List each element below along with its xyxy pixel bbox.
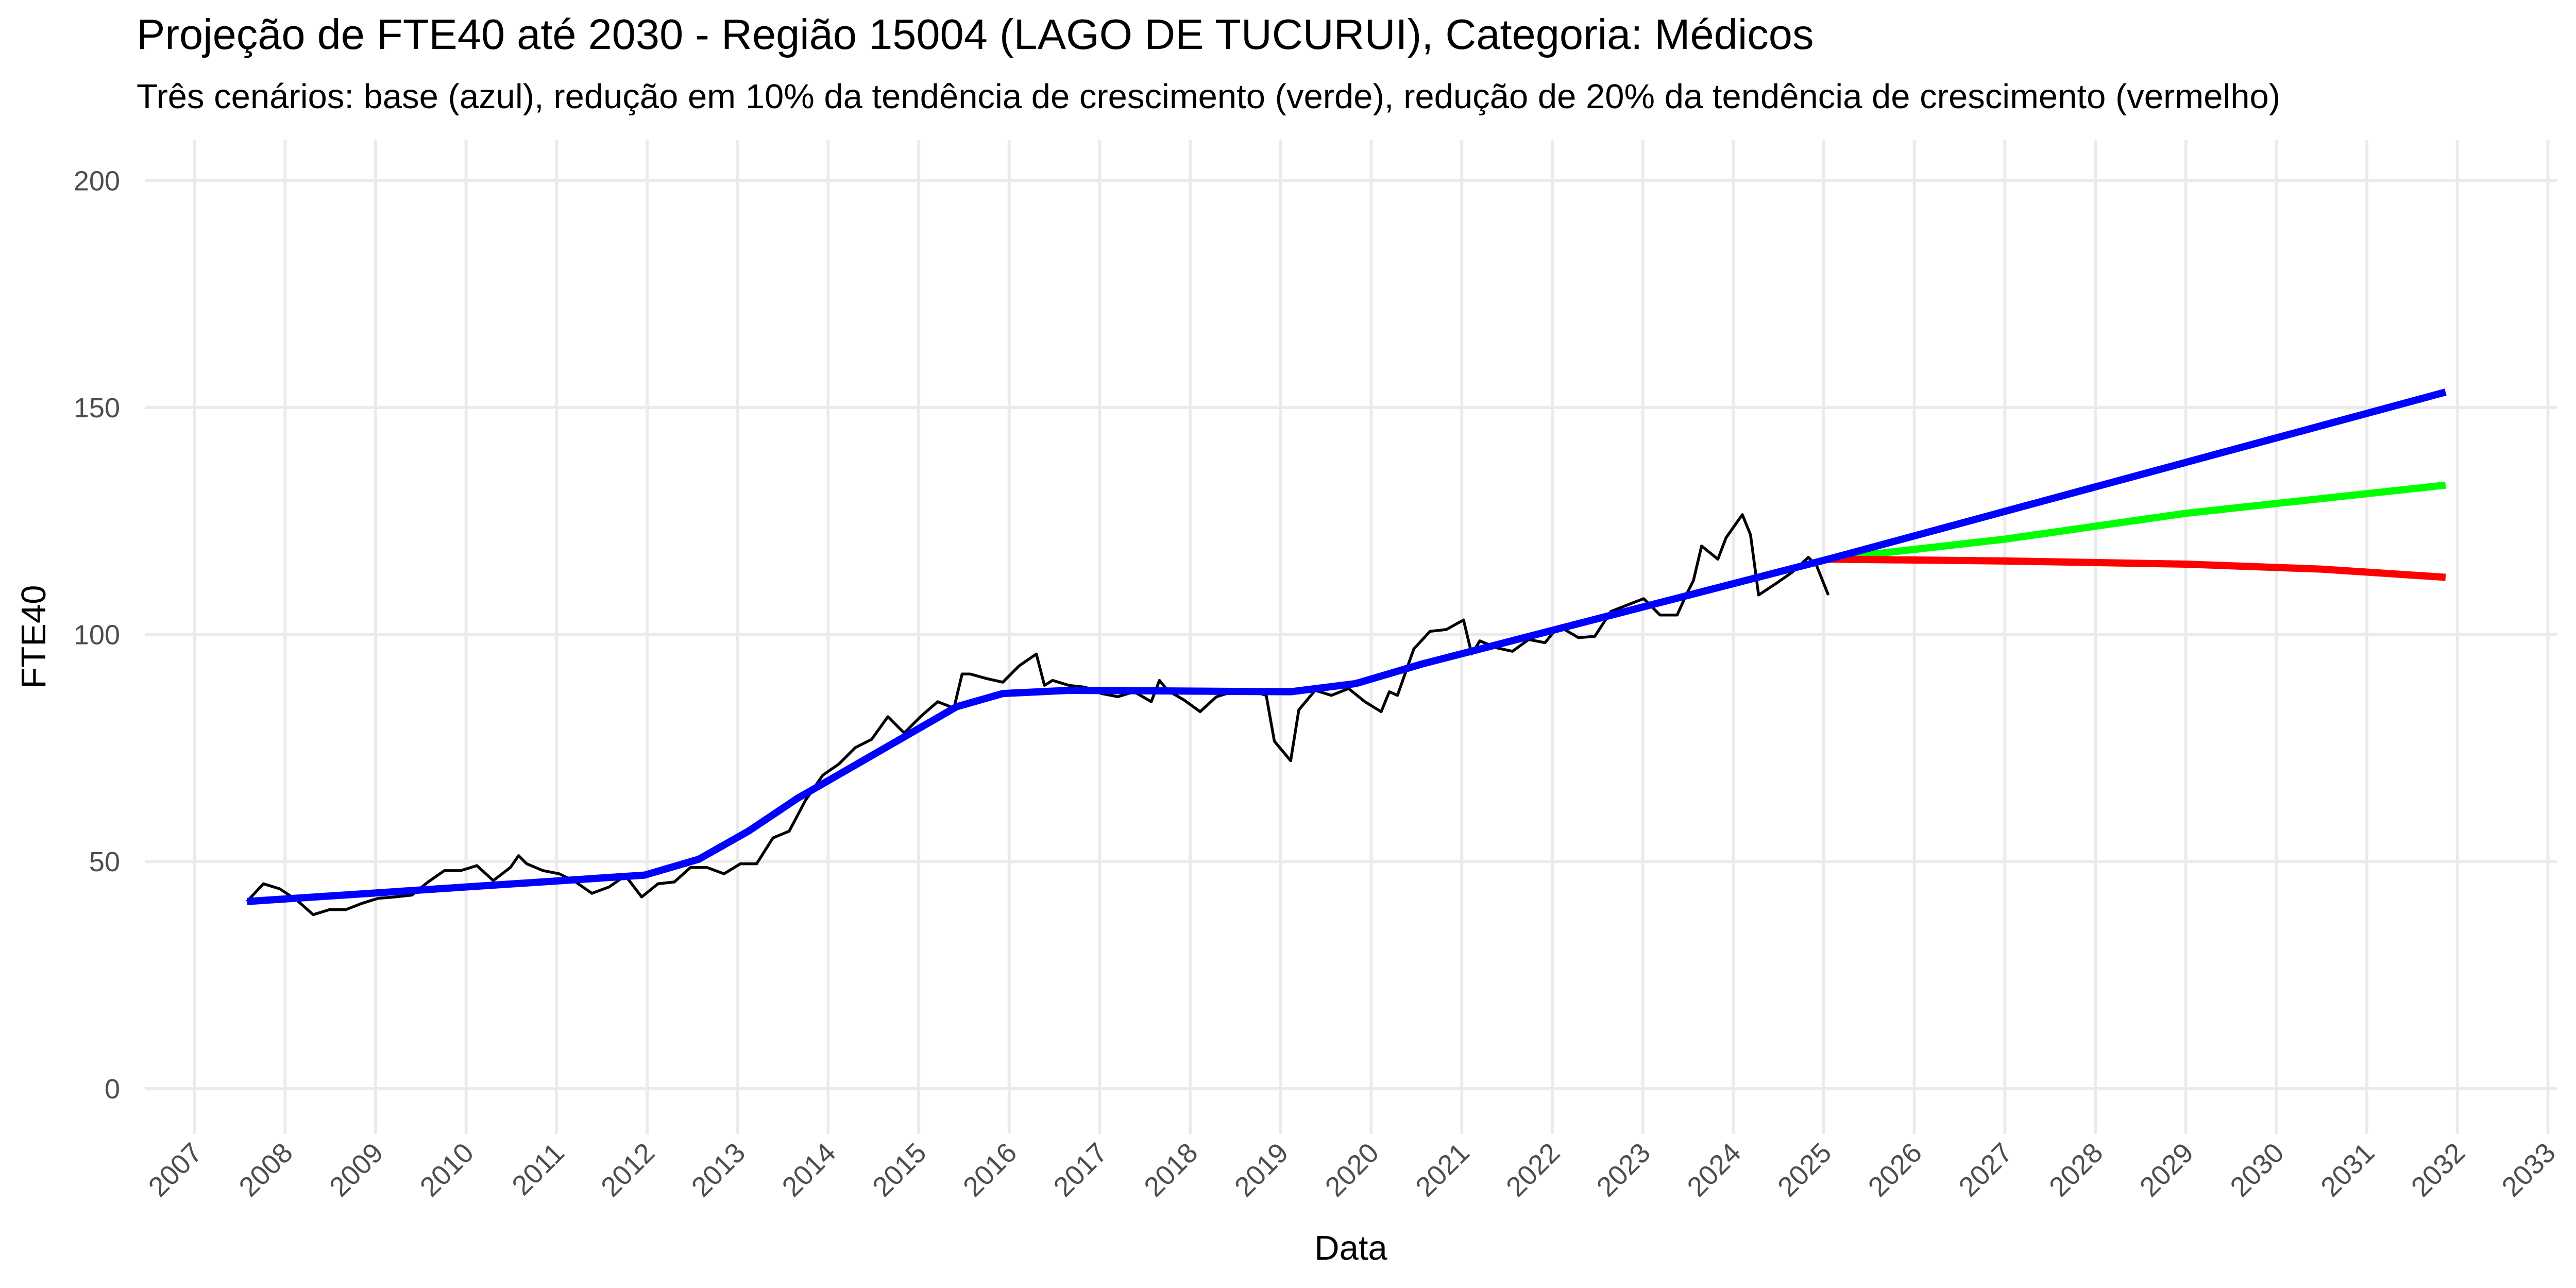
x-tick-label: 2012 (595, 1137, 660, 1202)
x-tick-label: 2029 (2134, 1137, 2199, 1202)
x-tick-label: 2027 (1953, 1137, 2018, 1202)
x-tick-label: 2007 (143, 1137, 208, 1202)
grid (145, 140, 2557, 1134)
x-tick-label: 2008 (233, 1137, 298, 1202)
x-tick-label: 2019 (1229, 1137, 1294, 1202)
x-tick-label: 2016 (957, 1137, 1023, 1202)
x-tick-label: 2023 (1591, 1137, 1656, 1202)
x-tick-label: 2014 (776, 1137, 842, 1202)
x-tick-label: 2028 (2043, 1137, 2109, 1202)
y-tick-label: 50 (89, 846, 120, 877)
plot-area (246, 388, 2447, 917)
x-tick-label: 2021 (1410, 1137, 1475, 1202)
x-tick-label: 2011 (506, 1137, 570, 1201)
x-tick-label: 2018 (1138, 1137, 1204, 1202)
x-tick-label: 2015 (867, 1137, 932, 1202)
x-axis-title: Data (1314, 1229, 1387, 1267)
chart-title: Projeção de FTE40 até 2030 - Região 1500… (137, 10, 1814, 58)
y-tick-label: 200 (74, 165, 120, 196)
series-line (247, 388, 2447, 905)
chart-subtitle: Três cenários: base (azul), redução em 1… (137, 77, 2280, 116)
y-axis-title: FTE40 (14, 585, 53, 688)
x-tick-label: 2031 (2315, 1137, 2380, 1202)
x-tick-label: 2033 (2496, 1137, 2562, 1202)
series-line (1828, 555, 2446, 581)
x-tick-label: 2024 (1681, 1137, 1747, 1202)
x-tick-label: 2020 (1319, 1137, 1385, 1202)
y-tick-label: 100 (74, 620, 120, 651)
x-tick-label: 2022 (1500, 1137, 1566, 1202)
x-tick-label: 2025 (1772, 1137, 1837, 1202)
y-tick-label: 150 (74, 393, 120, 423)
x-tick-label: 2026 (1862, 1137, 1928, 1202)
x-tick-label: 2010 (414, 1137, 480, 1202)
x-tick-label: 2017 (1048, 1137, 1113, 1202)
x-tick-label: 2009 (324, 1137, 389, 1202)
series-line (1827, 481, 2446, 563)
x-tick-label: 2032 (2405, 1137, 2471, 1202)
y-tick-label: 0 (105, 1074, 120, 1105)
x-tick-label: 2030 (2224, 1137, 2290, 1202)
x-tick-label: 2013 (686, 1137, 751, 1202)
series-line (246, 513, 1830, 917)
